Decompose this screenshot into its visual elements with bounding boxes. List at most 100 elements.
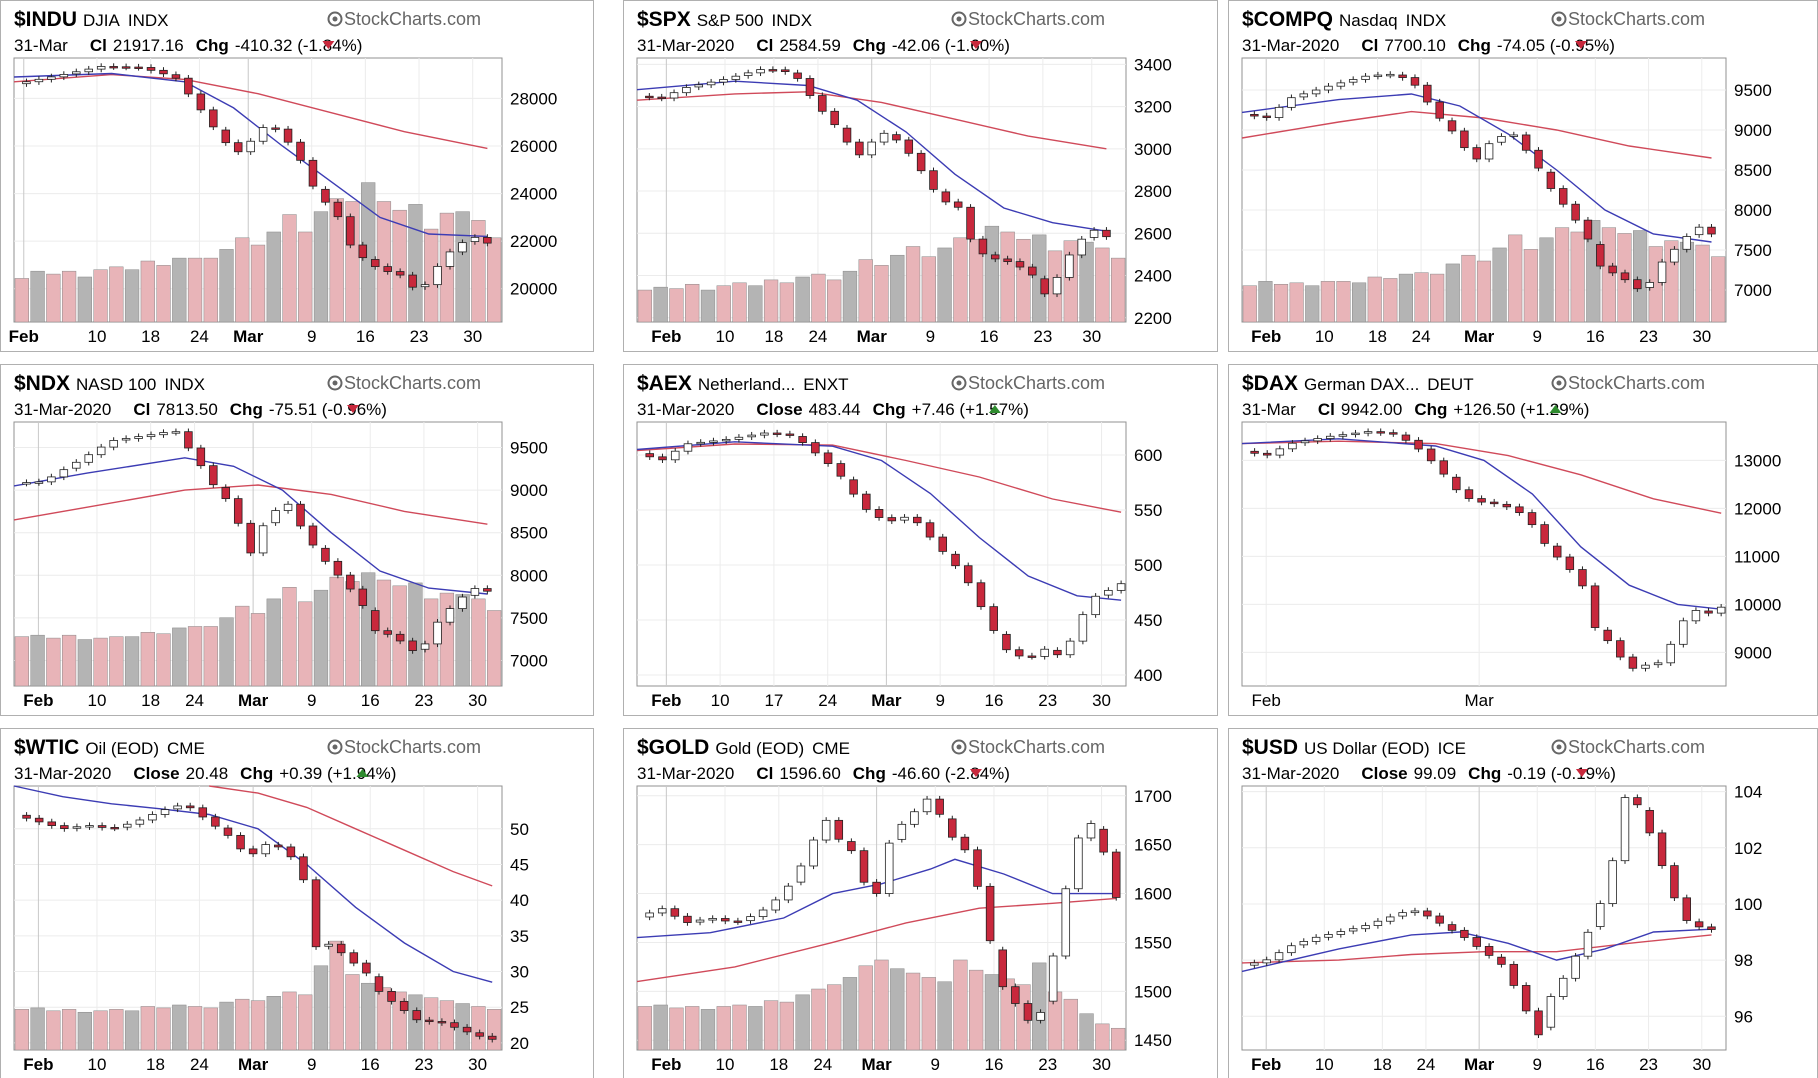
- candle-body: [1497, 956, 1506, 965]
- volume-bar: [669, 1007, 684, 1051]
- candle-body: [1048, 955, 1058, 1002]
- change-value: -74.05 (-0.95%): [1497, 36, 1615, 55]
- candle-body: [874, 509, 884, 518]
- volume-bar: [172, 627, 187, 687]
- volume-bar: [1523, 249, 1538, 323]
- chart-panel: $DAX German DAX... DEUT StockCharts.com 31-M…: [1228, 364, 1818, 716]
- volume-bar: [77, 639, 92, 687]
- candle-body: [437, 1021, 447, 1024]
- change-caption: Chg: [853, 36, 886, 55]
- candle-body: [1373, 920, 1383, 926]
- candle-body: [1694, 226, 1704, 236]
- candle-body: [731, 75, 741, 80]
- volume-bar: [124, 269, 140, 323]
- chart-header: $AEX Netherland... ENXT: [637, 372, 849, 395]
- volume-bar: [30, 634, 45, 687]
- symbol-label: $NDX: [14, 372, 70, 395]
- change-value: -46.60 (-2.84%): [892, 764, 1010, 783]
- change-value: +0.39 (+1.94%): [279, 764, 396, 783]
- y-tick-label: 45: [510, 855, 529, 874]
- candle-body: [223, 827, 233, 836]
- volume-bar: [779, 282, 794, 323]
- candle-body: [47, 821, 57, 826]
- candle-body: [989, 606, 998, 631]
- volume-bar: [669, 288, 684, 323]
- x-tick-label: Mar: [861, 1055, 892, 1074]
- chart-header: $INDU DJIA INDX: [14, 8, 168, 31]
- close-value: 20.48: [186, 764, 229, 783]
- volume-bar: [748, 1006, 763, 1051]
- candle-body: [1484, 946, 1494, 956]
- candle-body: [910, 811, 919, 825]
- candle-body: [1653, 662, 1663, 666]
- volume-bar: [219, 1001, 234, 1051]
- candle-body: [1596, 903, 1605, 927]
- watermark-label: StockCharts.com: [968, 737, 1105, 757]
- y-tick-label: 1550: [1134, 933, 1172, 952]
- x-tick-label: 10: [87, 1055, 106, 1074]
- stockcharts-logo-icon: [951, 11, 967, 27]
- x-tick-label: Mar: [238, 691, 269, 710]
- candle-body: [1078, 614, 1088, 642]
- candle-body: [1682, 236, 1691, 250]
- volume-bar: [61, 1009, 77, 1051]
- symbol-label: $INDU: [14, 8, 77, 31]
- volume-bar: [439, 212, 455, 323]
- volume-bar: [266, 598, 281, 687]
- candle-body: [1435, 915, 1444, 924]
- stockcharts-logo-dot: [332, 380, 338, 386]
- candle-body: [1616, 640, 1625, 658]
- candle-body: [922, 798, 932, 813]
- candle-body: [34, 78, 44, 83]
- candle-body: [862, 493, 871, 510]
- candle-body: [670, 908, 680, 917]
- x-tick-label: Feb: [23, 1055, 53, 1074]
- candle-body: [184, 77, 193, 95]
- price-summary: 31-Mar-2020 Close 99.09 Chg -0.19 (-0.19%): [1242, 764, 1616, 783]
- candle-body: [408, 274, 417, 288]
- close-caption: Cl: [1318, 400, 1335, 419]
- price-summary: 31-Mar-2020 Close 20.48 Chg +0.39 (+1.94%): [14, 764, 396, 783]
- watermark-label: StockCharts.com: [1568, 373, 1705, 393]
- date-label: 31-Mar-2020: [14, 764, 111, 783]
- candle-body: [1464, 489, 1474, 499]
- candle-body: [185, 805, 195, 809]
- change-down-icon: [346, 405, 359, 413]
- candle-body: [209, 465, 218, 486]
- x-tick-label: 17: [764, 691, 783, 710]
- y-tick-label: 20: [510, 1034, 529, 1053]
- candle-body: [1565, 556, 1575, 570]
- candle-body: [109, 66, 118, 69]
- y-tick-label: 8500: [1734, 161, 1772, 180]
- x-tick-label: 30: [1092, 691, 1111, 710]
- volume-bar: [140, 260, 155, 323]
- candle-body: [333, 560, 343, 576]
- volume-bar: [329, 198, 344, 323]
- volume-bar: [811, 273, 826, 323]
- stockcharts-logo-icon: [951, 375, 967, 391]
- change-caption: Chg: [230, 400, 263, 419]
- volume-bar: [1398, 273, 1413, 323]
- candle-body: [221, 487, 231, 500]
- candle-body: [847, 841, 856, 852]
- chart-header: $NDX NASD 100 INDX: [14, 372, 205, 395]
- candle-body: [1460, 130, 1469, 149]
- watermark-label: StockCharts.com: [344, 373, 481, 393]
- watermark-label: StockCharts.com: [968, 9, 1105, 29]
- candle-body: [1099, 828, 1108, 853]
- candle-body: [374, 976, 384, 992]
- candle-body: [1472, 937, 1481, 947]
- candle-body: [798, 436, 807, 443]
- volume-bar: [203, 626, 218, 687]
- watermark-label: StockCharts.com: [1568, 737, 1705, 757]
- x-tick-label: 9: [307, 691, 316, 710]
- close-caption: Cl: [756, 764, 773, 783]
- x-tick-label: 23: [414, 691, 433, 710]
- y-tick-label: 98: [1734, 951, 1753, 970]
- candle-body: [823, 452, 833, 464]
- candle-body: [867, 141, 876, 156]
- ma-long-line: [636, 897, 1117, 983]
- x-tick-label: 16: [1586, 1055, 1605, 1074]
- candle-body: [913, 516, 922, 524]
- candle-body: [935, 798, 944, 815]
